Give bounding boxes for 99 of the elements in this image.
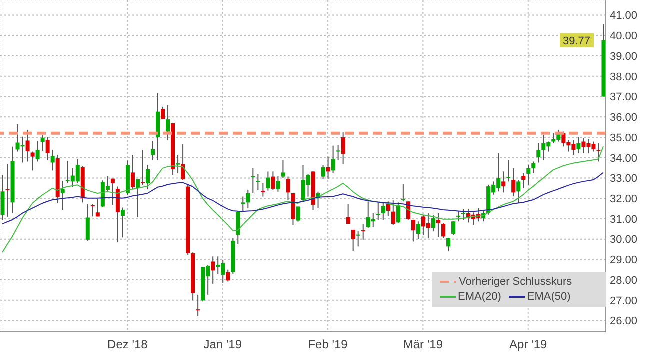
y-tick-label: 41.00: [610, 10, 638, 22]
candlestick: [411, 219, 416, 242]
candlestick: [176, 154, 180, 174]
candlestick: [120, 207, 125, 238]
candlestick: [196, 294, 200, 318]
x-tick-label: Mär '19: [403, 338, 444, 352]
candlestick: [526, 164, 531, 186]
candlestick: [211, 256, 216, 284]
y-tick-label: 36.00: [610, 112, 638, 124]
candlestick: [246, 190, 250, 209]
candlestick: [151, 140, 155, 161]
candlestick: [462, 208, 466, 220]
candlestick: [86, 204, 90, 242]
candlestick: [226, 269, 230, 282]
y-tick-label: 40.00: [610, 30, 638, 43]
candlestick: [596, 142, 601, 162]
candlestick: [50, 150, 55, 172]
candlestick: [431, 214, 436, 232]
candlestick: [441, 222, 446, 239]
candlestick: [90, 204, 95, 218]
candlestick: [276, 176, 280, 192]
candlestick: [346, 204, 350, 225]
candlestick: [522, 172, 526, 189]
candlestick: [376, 202, 380, 220]
candlestick: [30, 151, 35, 172]
candlestick: [96, 198, 100, 218]
y-tick-label: 27.00: [610, 295, 638, 308]
candlestick: [271, 171, 276, 191]
x-tick-label: Jan '19: [204, 338, 242, 352]
candlestick: [536, 142, 541, 164]
candlestick: [286, 176, 290, 201]
candlestick: [256, 174, 260, 191]
candlestick: [532, 161, 536, 174]
candlestick: [576, 136, 581, 154]
candlestick: [321, 164, 326, 180]
candlestick: [502, 171, 506, 194]
candlestick: [261, 183, 266, 198]
candlestick: [336, 144, 340, 161]
x-tick-label: Apr '19: [510, 338, 548, 352]
candlestick: [456, 210, 461, 222]
x-tick-label: Feb '19: [308, 338, 348, 352]
y-tick-label: 29.00: [610, 254, 638, 267]
candlestick: [296, 206, 300, 222]
y-tick-label: 37.00: [610, 92, 638, 104]
candlestick: [386, 201, 390, 217]
candlestick: [341, 132, 346, 165]
candlestick: [241, 196, 246, 213]
candlestick: [436, 212, 440, 238]
candlestick: [266, 171, 270, 192]
candlestick: [60, 180, 65, 210]
candlestick: [140, 150, 145, 186]
candlestick: [251, 168, 256, 194]
y-tick-label: 26.00: [610, 316, 638, 328]
candlestick: [36, 140, 40, 162]
x-tick-label: Dez '18: [108, 338, 148, 352]
y-tick-label: 34.00: [610, 152, 638, 165]
legend-label: Vorheriger Schlusskurs: [459, 276, 572, 288]
candlestick: [6, 163, 10, 218]
candlestick: [451, 221, 456, 236]
candlestick: [416, 221, 420, 240]
candlestick: [381, 202, 386, 220]
y-tick-label: 38.00: [610, 71, 638, 84]
candlestick: [236, 210, 240, 245]
y-tick-label: 33.00: [610, 173, 638, 186]
candlestick: [166, 104, 170, 141]
candlestick: [506, 160, 511, 182]
candlestick: [512, 168, 516, 198]
candlestick: [0, 174, 5, 220]
legend-label: EMA(50): [527, 291, 571, 303]
y-tick-label: 32.00: [610, 193, 638, 206]
candlestick: [136, 178, 140, 218]
candlestick: [516, 180, 521, 204]
annotation: 39.77: [563, 35, 591, 48]
candlestick: [46, 136, 50, 161]
y-tick-label: 31.00: [610, 214, 638, 226]
candlestick: [351, 229, 356, 252]
candlestick: [356, 231, 360, 248]
y-tick-label: 28.00: [610, 274, 638, 287]
legend-label: EMA(20): [458, 291, 502, 303]
candlestick: [161, 106, 166, 120]
y-tick-label: 30.00: [610, 234, 638, 246]
candlestick: [110, 178, 115, 206]
candlestick: [281, 160, 286, 179]
candlestick: [146, 164, 150, 190]
candlestick: [116, 186, 120, 243]
candlestick: [401, 184, 406, 202]
candlestick: [326, 156, 330, 180]
candlestick: [181, 144, 186, 181]
line-series: [2, 146, 604, 254]
candlestick: [361, 224, 366, 240]
candlestick: [130, 154, 135, 190]
candlestick: [40, 134, 45, 152]
candlestick: [446, 238, 450, 252]
candlestick: [26, 130, 30, 162]
candlestick: [331, 145, 336, 174]
y-tick-label: 39.00: [610, 50, 638, 63]
candlestick: [391, 200, 396, 226]
candlestick: [396, 202, 400, 224]
y-tick-label: 35.00: [610, 132, 638, 144]
